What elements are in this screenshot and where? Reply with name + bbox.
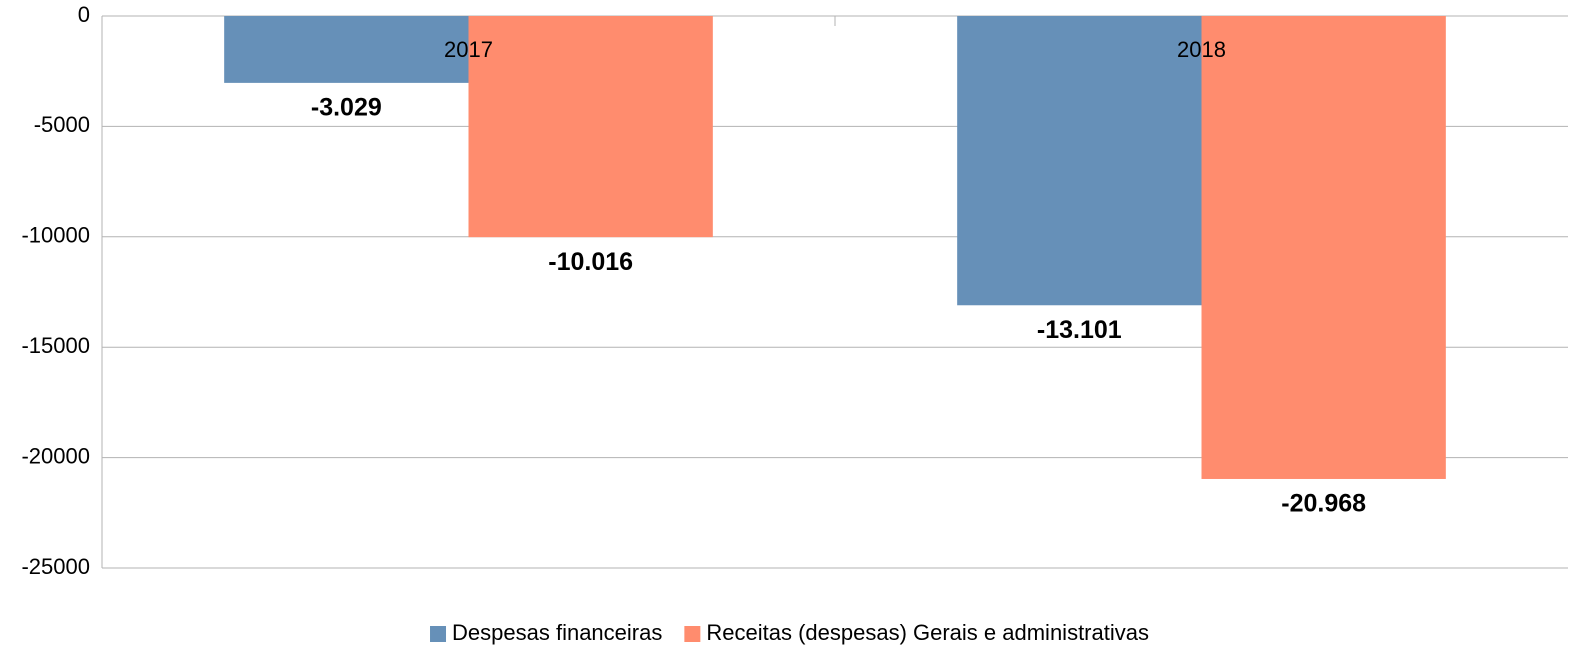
y-tick-label: -20000	[21, 443, 90, 468]
value-label: -10.016	[548, 248, 633, 276]
legend-swatch	[684, 626, 701, 642]
bar	[468, 16, 713, 238]
bar	[224, 16, 469, 83]
legend-swatch	[430, 626, 447, 642]
value-label: -20.968	[1281, 490, 1366, 518]
y-tick-label: -10000	[21, 223, 90, 248]
x-tick-label: 2017	[444, 37, 493, 62]
value-label: -3.029	[311, 93, 382, 121]
y-tick-label: -5000	[34, 112, 90, 137]
y-tick-label: -25000	[21, 554, 90, 579]
bar	[957, 16, 1202, 306]
y-tick-label: -15000	[21, 333, 90, 358]
legend-label: Receitas (despesas) Gerais e administrat…	[706, 620, 1149, 645]
x-tick-label: 2018	[1177, 37, 1226, 62]
bar	[1201, 16, 1446, 479]
y-tick-label: 0	[78, 2, 90, 27]
legend-label: Despesas financeiras	[452, 620, 662, 645]
value-label: -13.101	[1037, 316, 1122, 344]
